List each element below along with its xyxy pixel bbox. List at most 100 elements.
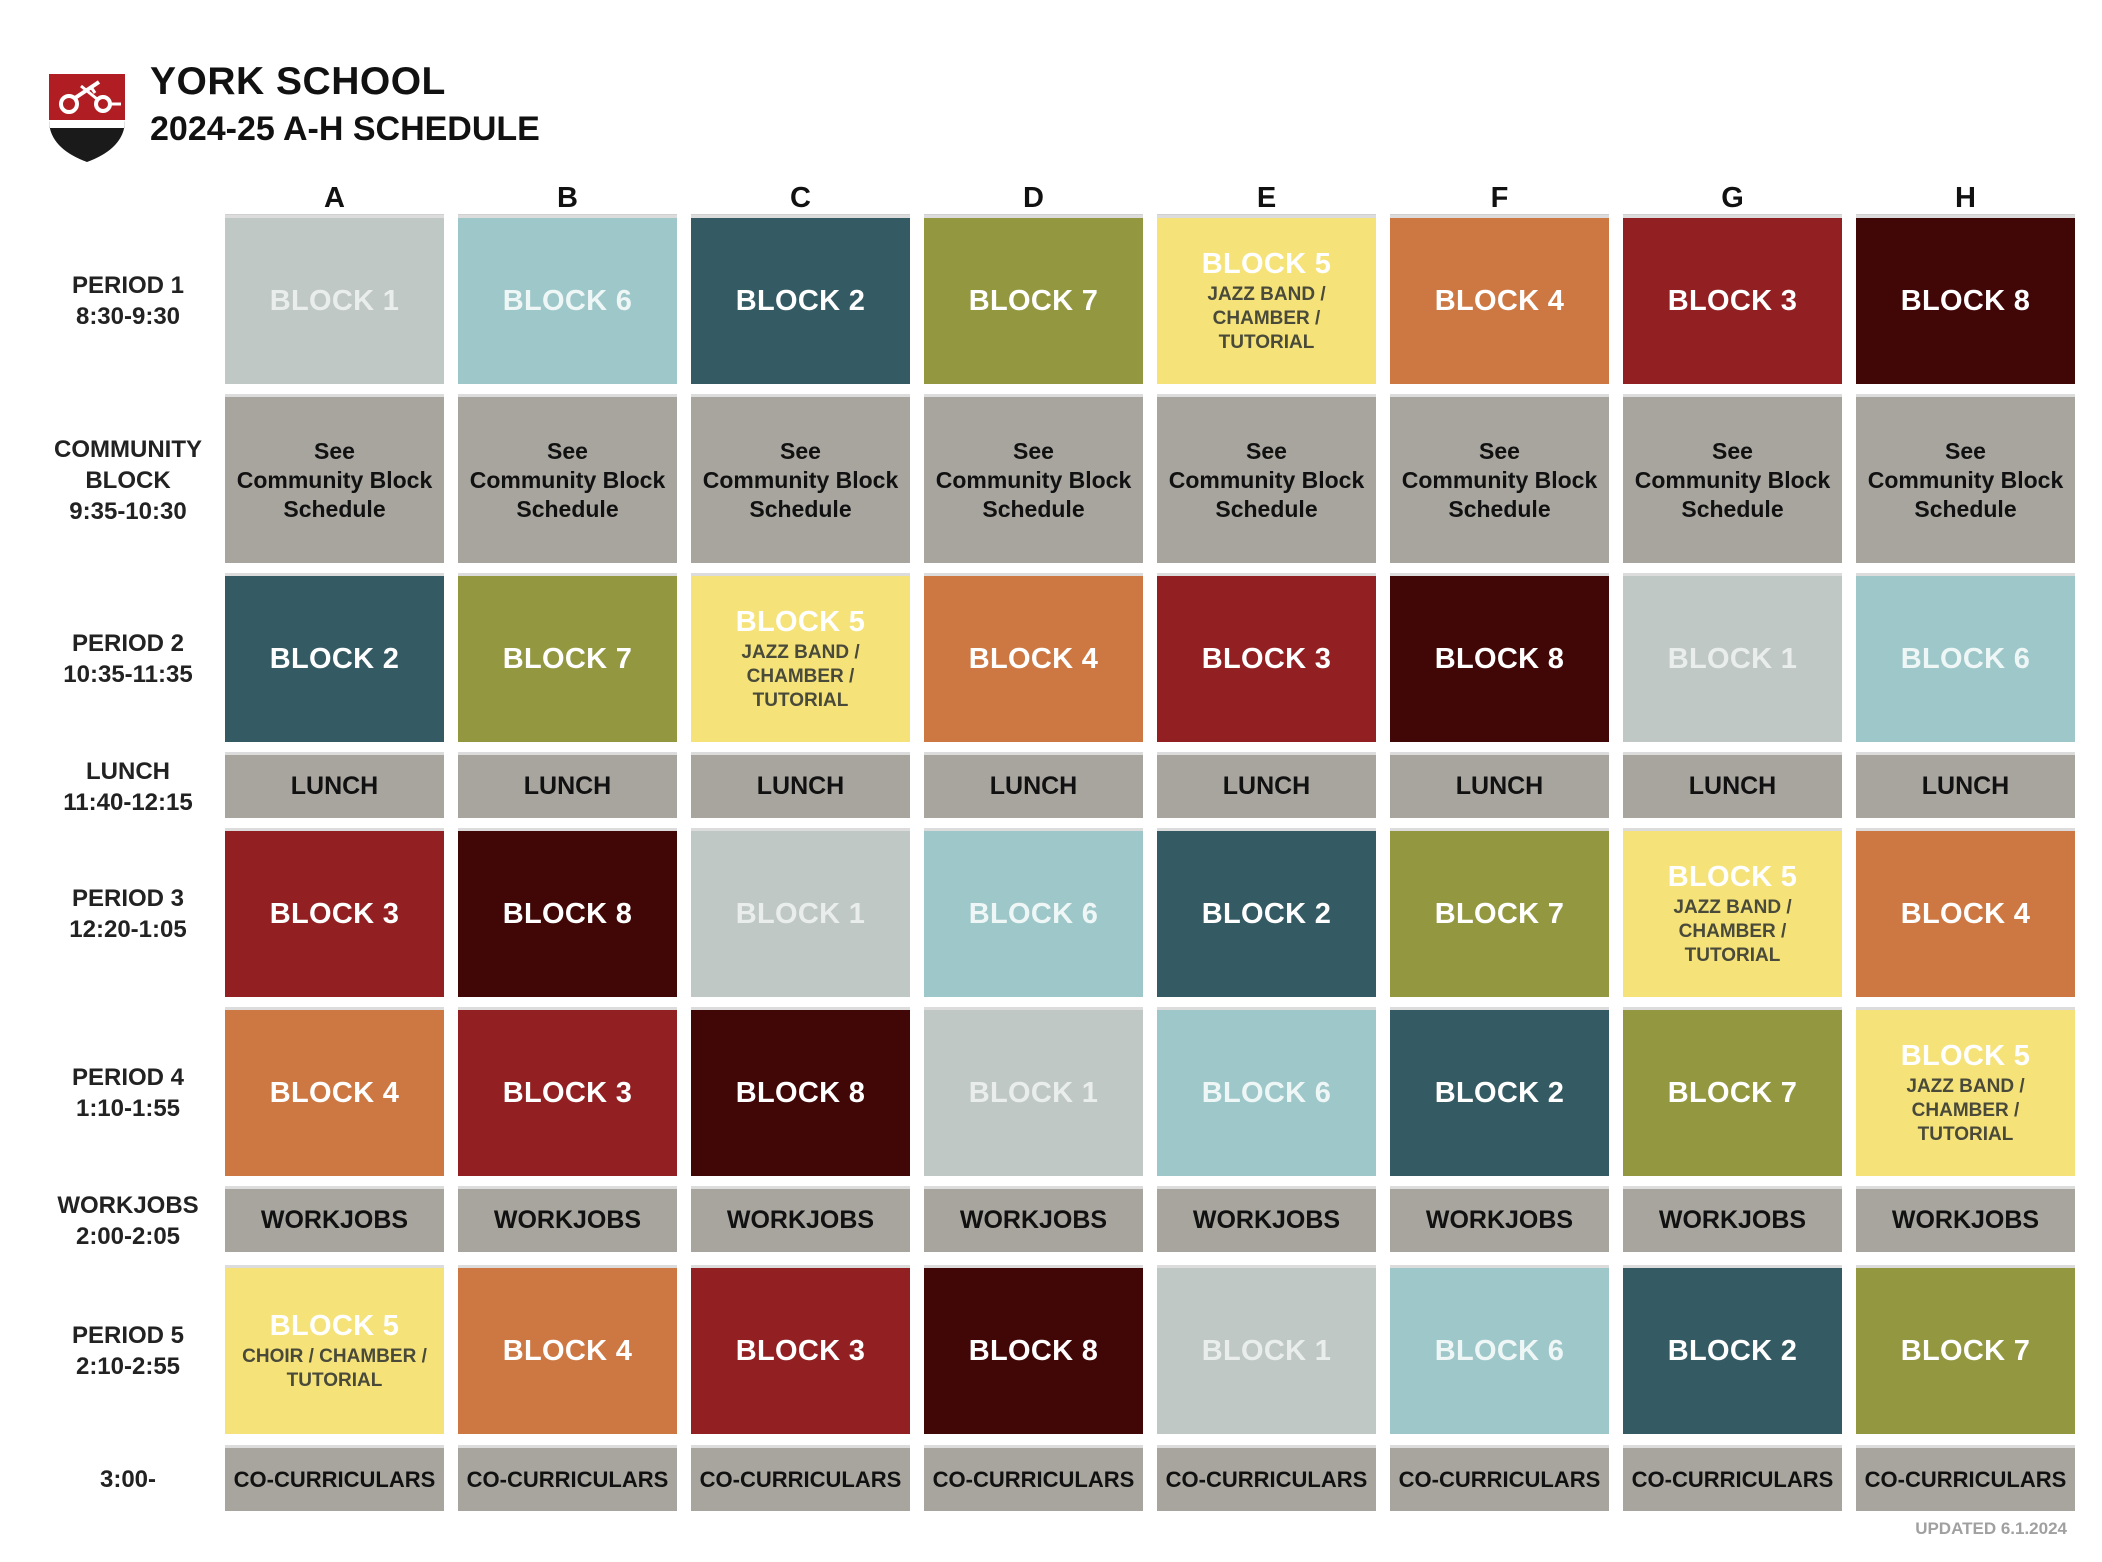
lunch-label: LUNCH	[756, 772, 845, 800]
day-header-b: B	[557, 182, 578, 214]
block-label: BLOCK 3	[735, 1334, 866, 1367]
block-cell-8: BLOCK 8	[691, 1010, 910, 1176]
workjobs-label: WORKJOBS	[1425, 1206, 1574, 1234]
community-text-line: Community Block	[1867, 466, 2064, 493]
day-header-rule	[1623, 214, 1842, 217]
block-label: BLOCK 4	[269, 1076, 400, 1109]
block-cell-2: BLOCK 2	[691, 218, 910, 384]
block-label: BLOCK 6	[502, 284, 633, 317]
schedule-title: 2024-25 A-H SCHEDULE	[150, 110, 540, 148]
block-label: BLOCK 6	[1900, 642, 2031, 675]
block-cell-3: BLOCK 3	[1157, 576, 1376, 742]
block5-note-line: CHAMBER /	[1212, 307, 1321, 329]
block-label: BLOCK 3	[269, 897, 400, 930]
block-cell-2: BLOCK 2	[1390, 1010, 1609, 1176]
day-header-rule	[225, 214, 444, 217]
workjobs-cell: WORKJOBS	[1390, 1189, 1609, 1252]
community-text-line: See	[1246, 437, 1287, 464]
workjobs-cell: WORKJOBS	[1856, 1189, 2075, 1252]
block-label: BLOCK 2	[1667, 1334, 1798, 1367]
block-cell-6: BLOCK 6	[458, 218, 677, 384]
block-cell-6: BLOCK 6	[1856, 576, 2075, 742]
community-text-line: See	[314, 437, 355, 464]
community-text-line: Community Block	[236, 466, 433, 493]
row-label-cocurricular: 3:00-	[28, 1448, 228, 1511]
school-shield-logo-icon	[49, 74, 125, 162]
workjobs-label: WORKJOBS	[1891, 1206, 2040, 1234]
community-block-cell: See Community Block Schedule	[691, 397, 910, 563]
block-label: BLOCK 8	[1434, 642, 1565, 675]
day-header-h: H	[1955, 182, 1976, 214]
cocurricular-label: CO-CURRICULARS	[1165, 1466, 1368, 1492]
row-label-line: PERIOD 5	[71, 1322, 185, 1349]
row-label-line: 9:35-10:30	[69, 497, 187, 525]
day-header-c: C	[790, 182, 811, 214]
lunch-label: LUNCH	[1222, 772, 1311, 800]
community-block-cell: See Community Block Schedule	[924, 397, 1143, 563]
community-text-line: Schedule	[283, 495, 386, 522]
workjobs-label: WORKJOBS	[959, 1206, 1108, 1234]
day-header-rule	[1390, 214, 1609, 217]
workjobs-label: WORKJOBS	[726, 1206, 875, 1234]
community-text-line: Community Block	[469, 466, 666, 493]
lunch-cell: LUNCH	[1856, 755, 2075, 818]
row-label-period2: PERIOD 2 10:35-11:35	[28, 576, 228, 742]
community-text-line: Schedule	[749, 495, 852, 522]
workjobs-label: WORKJOBS	[493, 1206, 642, 1234]
block-label: BLOCK 4	[968, 642, 1099, 675]
block-label: BLOCK 7	[1667, 1076, 1798, 1109]
day-header-e: E	[1256, 182, 1277, 214]
day-header-a: A	[324, 182, 345, 214]
block-cell-7: BLOCK 7	[1390, 831, 1609, 997]
block-cell-4: BLOCK 4	[1390, 218, 1609, 384]
community-text-line: See	[1479, 437, 1520, 464]
lunch-label: LUNCH	[523, 772, 612, 800]
row-label-period5: PERIOD 5 2:10-2:55	[28, 1268, 228, 1434]
workjobs-label: WORKJOBS	[260, 1206, 409, 1234]
block-cell-4: BLOCK 4	[1856, 831, 2075, 997]
block-label: BLOCK 1	[1201, 1334, 1332, 1367]
block-cell-1: BLOCK 1	[1157, 1268, 1376, 1434]
community-text-line: Schedule	[516, 495, 619, 522]
cocurricular-cell: CO-CURRICULARS	[1856, 1448, 2075, 1511]
block5-note-line: TUTORIAL	[286, 1369, 383, 1391]
block-cell-1: BLOCK 1	[691, 831, 910, 997]
lunch-cell: LUNCH	[1623, 755, 1842, 818]
cocurricular-label: CO-CURRICULARS	[1631, 1466, 1834, 1492]
block-label: BLOCK 4	[1900, 897, 2031, 930]
block-label: BLOCK 1	[1667, 642, 1798, 675]
block-label: BLOCK 1	[269, 284, 400, 317]
row-label-line: 10:35-11:35	[63, 661, 193, 688]
workjobs-cell: WORKJOBS	[458, 1189, 677, 1252]
row-label-line: PERIOD 3	[71, 885, 185, 912]
community-block-cell: See Community Block Schedule	[1390, 397, 1609, 563]
lunch-label: LUNCH	[290, 772, 379, 800]
block-cell-6: BLOCK 6	[1390, 1268, 1609, 1434]
block5-note-line: TUTORIAL	[1917, 1123, 2014, 1145]
block-label: BLOCK 2	[1434, 1076, 1565, 1109]
community-text-line: Schedule	[1448, 495, 1551, 522]
row-label-line: 8:30-9:30	[75, 303, 181, 330]
row-label-line: 2:00-2:05	[75, 1222, 181, 1250]
block5-note-line: JAZZ BAND /	[1673, 896, 1792, 918]
day-header-rule	[1856, 214, 2075, 217]
block5-note-line: JAZZ BAND /	[741, 641, 860, 663]
row-label-line: PERIOD 4	[71, 1064, 185, 1091]
block-cell-2: BLOCK 2	[1157, 831, 1376, 997]
day-header-rule	[458, 214, 677, 217]
block-label: BLOCK 4	[502, 1334, 633, 1367]
block-label: BLOCK 7	[502, 642, 633, 675]
block-label: BLOCK 6	[1201, 1076, 1332, 1109]
community-text-line: Community Block	[935, 466, 1132, 493]
lunch-cell: LUNCH	[458, 755, 677, 818]
block-cell-8: BLOCK 8	[458, 831, 677, 997]
block-label: BLOCK 5	[1667, 860, 1798, 893]
community-text-line: See	[780, 437, 821, 464]
lunch-cell: LUNCH	[1157, 755, 1376, 818]
block-cell-2: BLOCK 2	[1623, 1268, 1842, 1434]
block-cell-6: BLOCK 6	[924, 831, 1143, 997]
block5-note-line: CHOIR / CHAMBER /	[242, 1345, 427, 1367]
block-cell-5: BLOCK 5 JAZZ BAND / CHAMBER / TUTORIAL	[1623, 831, 1842, 997]
block-cell-3: BLOCK 3	[691, 1268, 910, 1434]
cocurricular-label: CO-CURRICULARS	[466, 1466, 669, 1492]
